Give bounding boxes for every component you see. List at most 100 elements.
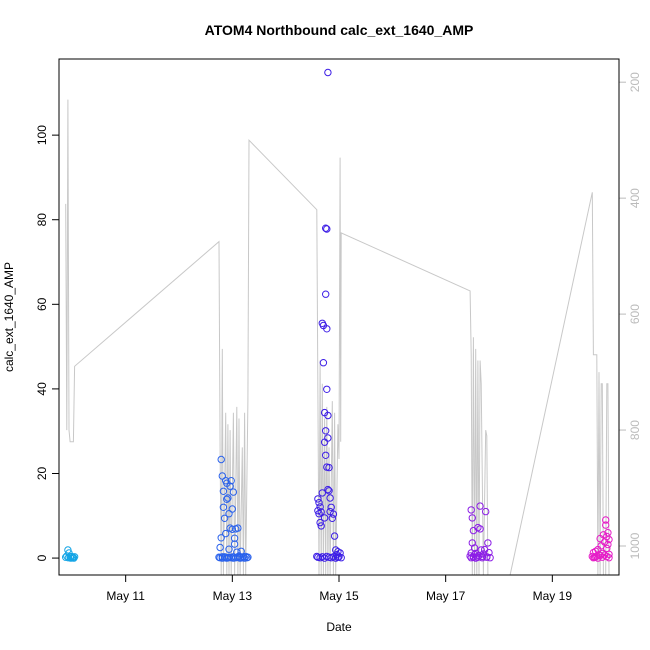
y2-tick-label: 200: [628, 72, 642, 92]
data-point: [329, 510, 338, 518]
data-point: [323, 385, 331, 393]
y2-tick-label: 1000: [628, 532, 642, 559]
y2-tick-label: 600: [628, 304, 642, 324]
data-point: [217, 534, 225, 542]
data-point: [604, 540, 612, 549]
data-point: [225, 545, 233, 553]
data-point: [222, 529, 230, 538]
data-point: [482, 507, 490, 516]
data-point: [226, 482, 234, 490]
data-point: [605, 550, 613, 558]
data-point: [244, 553, 252, 561]
x-tick-label: May 13: [213, 589, 253, 603]
data-point: [317, 522, 325, 530]
data-point: [326, 494, 334, 502]
data-point: [337, 554, 345, 562]
data-point: [330, 532, 339, 540]
y2-tick-label: 800: [628, 420, 642, 440]
depth-line-layer: [65, 99, 610, 576]
data-point: [323, 325, 331, 333]
data-point: [602, 521, 610, 529]
y-tick-label: 100: [35, 125, 49, 145]
data-point: [602, 516, 610, 524]
data-point: [467, 549, 475, 557]
data-point: [219, 503, 228, 511]
data-point: [316, 518, 324, 527]
data-point: [324, 485, 332, 494]
data-point: [227, 477, 235, 485]
data-point: [476, 525, 484, 533]
data-point: [467, 506, 475, 514]
data-point: [324, 68, 332, 77]
depth-line: [65, 99, 610, 576]
data-point: [216, 543, 224, 552]
data-point: [325, 487, 333, 495]
data-point: [70, 554, 78, 562]
data-point: [322, 451, 330, 459]
data-point: [223, 495, 231, 503]
data-point: [328, 514, 336, 522]
data-point: [483, 553, 491, 561]
data-point: [236, 554, 244, 562]
data-point: [224, 494, 232, 502]
data-point: [220, 514, 229, 522]
y-tick-label: 80: [35, 213, 49, 227]
data-point: [219, 487, 228, 495]
data-point: [334, 553, 342, 561]
data-point: [218, 472, 227, 480]
series-1: [61, 546, 79, 562]
y-axis-label: calc_ext_1640_AMP: [2, 262, 16, 372]
data-point: [485, 548, 493, 557]
y-tick-label: 0: [35, 554, 49, 561]
data-point: [217, 455, 225, 464]
data-point: [70, 553, 79, 561]
data-point: [605, 554, 613, 562]
x-tick-label: May 17: [426, 589, 466, 603]
data-point: [476, 502, 484, 510]
data-point: [478, 554, 486, 562]
data-point: [320, 514, 329, 522]
data-point: [316, 503, 324, 511]
data-point: [325, 463, 333, 472]
data-point: [604, 529, 612, 537]
data-point: [230, 534, 239, 542]
data-point: [324, 411, 332, 420]
y2-tick-label: 400: [628, 188, 642, 208]
data-point: [234, 524, 242, 532]
data-point: [314, 495, 322, 503]
data-point: [599, 531, 608, 539]
series-4: [466, 502, 494, 562]
y-tick-label: 40: [35, 382, 49, 396]
series-2: [215, 455, 252, 562]
x-tick-label: May 19: [533, 589, 573, 603]
data-point: [319, 359, 328, 367]
data-point: [228, 525, 237, 533]
data-point: [317, 508, 325, 516]
data-point: [229, 488, 238, 496]
data-point: [324, 434, 332, 442]
data-point: [230, 540, 239, 548]
series-3: [313, 68, 345, 562]
series-5: [588, 516, 613, 562]
y-tick-label: 20: [35, 466, 49, 480]
data-point: [318, 489, 326, 497]
data-point: [474, 553, 482, 561]
data-point: [336, 549, 344, 557]
data-point: [327, 503, 335, 511]
data-point: [322, 224, 330, 232]
data-point: [322, 427, 330, 435]
data-point: [315, 510, 323, 518]
y-tick-label: 60: [35, 297, 49, 311]
data-point: [486, 554, 494, 562]
x-axis-label: Date: [326, 620, 352, 634]
data-point: [484, 539, 492, 547]
plot-frame: [58, 58, 620, 576]
chart-title: ATOM4 Northbound calc_ext_1640_AMP: [205, 22, 474, 38]
data-point: [315, 499, 323, 507]
data-point: [228, 505, 237, 513]
x-tick-label: May 15: [319, 589, 359, 603]
x-tick-label: May 11: [106, 589, 145, 603]
data-point: [313, 552, 321, 561]
points-layer: [61, 68, 613, 562]
